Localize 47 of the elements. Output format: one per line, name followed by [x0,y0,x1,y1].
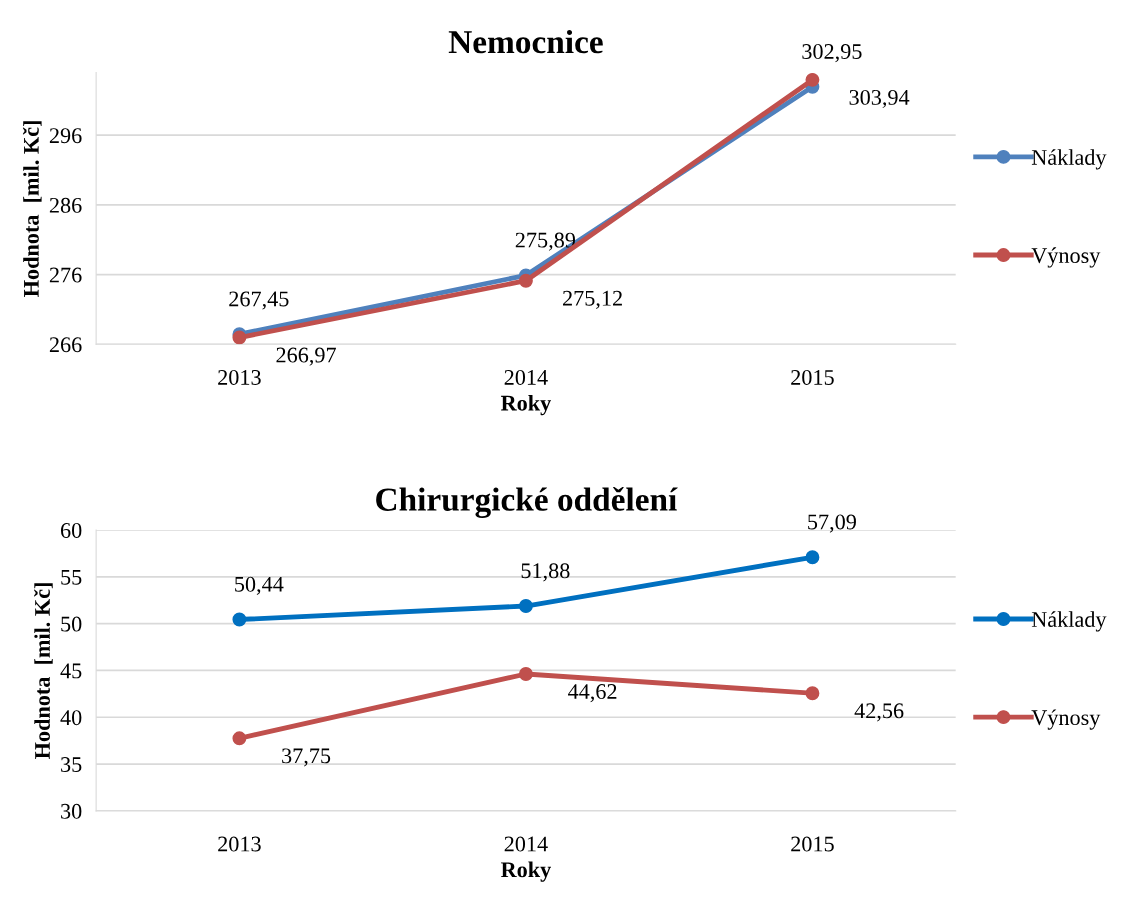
data-label: 37,75 [282,748,331,767]
legend-label: Výnosy [1031,709,1101,730]
y-tick-label: 55 [61,569,82,585]
point [232,612,247,627]
data-label: 275,12 [563,290,622,309]
y-axis-title: Hodnota [mil. Kč] [34,583,53,759]
x-tick-label: 2013 [218,836,261,852]
chart-title: Nemocnice [448,29,603,54]
x-axis-title: Roky [500,861,552,882]
data-label: 51,88 [521,563,570,582]
y-tick-label: 286 [49,197,82,213]
data-label: 303,94 [849,89,910,109]
point [518,273,533,288]
y-tick-label: 50 [61,616,82,632]
data-label: 266,97 [276,347,336,366]
y-axis-title: Hodnota [mil. Kč] [22,121,42,297]
data-label: 42,56 [854,703,904,722]
x-tick-label: 2015 [791,369,834,385]
x-tick-label: 2013 [218,369,261,385]
y-tick-label: 266 [49,337,82,353]
data-label: 302,95 [802,44,862,63]
legend-label: Náklady [1031,611,1107,632]
data-label: 50,44 [235,576,284,595]
y-tick-label: 296 [49,128,82,144]
data-label: 267,45 [229,291,289,310]
point [805,550,820,565]
x-tick-label: 2014 [504,836,548,852]
y-tick-label: 60 [60,522,82,538]
x-tick-label: 2015 [791,836,834,852]
x-axis-title: Roky [500,394,552,416]
point [805,72,820,87]
y-tick-label: 35 [61,757,82,772]
point [518,667,533,681]
legend-label: Výnosy [1031,247,1101,268]
chart-title: Chirurgické oddělení [376,487,678,518]
data-label: 57,09 [808,514,856,533]
point [232,731,247,746]
data-label: 44,62 [568,684,617,703]
x-tick-label: 2014 [504,369,548,385]
y-tick-label: 30 [61,803,82,819]
y-tick-label: 40 [60,710,82,726]
point [518,599,533,613]
legend-label: Náklady [1031,149,1107,170]
data-label: 275,89 [515,232,576,251]
y-tick-label: 45 [60,663,82,679]
point [805,686,820,701]
y-tick-label: 276 [49,267,82,283]
